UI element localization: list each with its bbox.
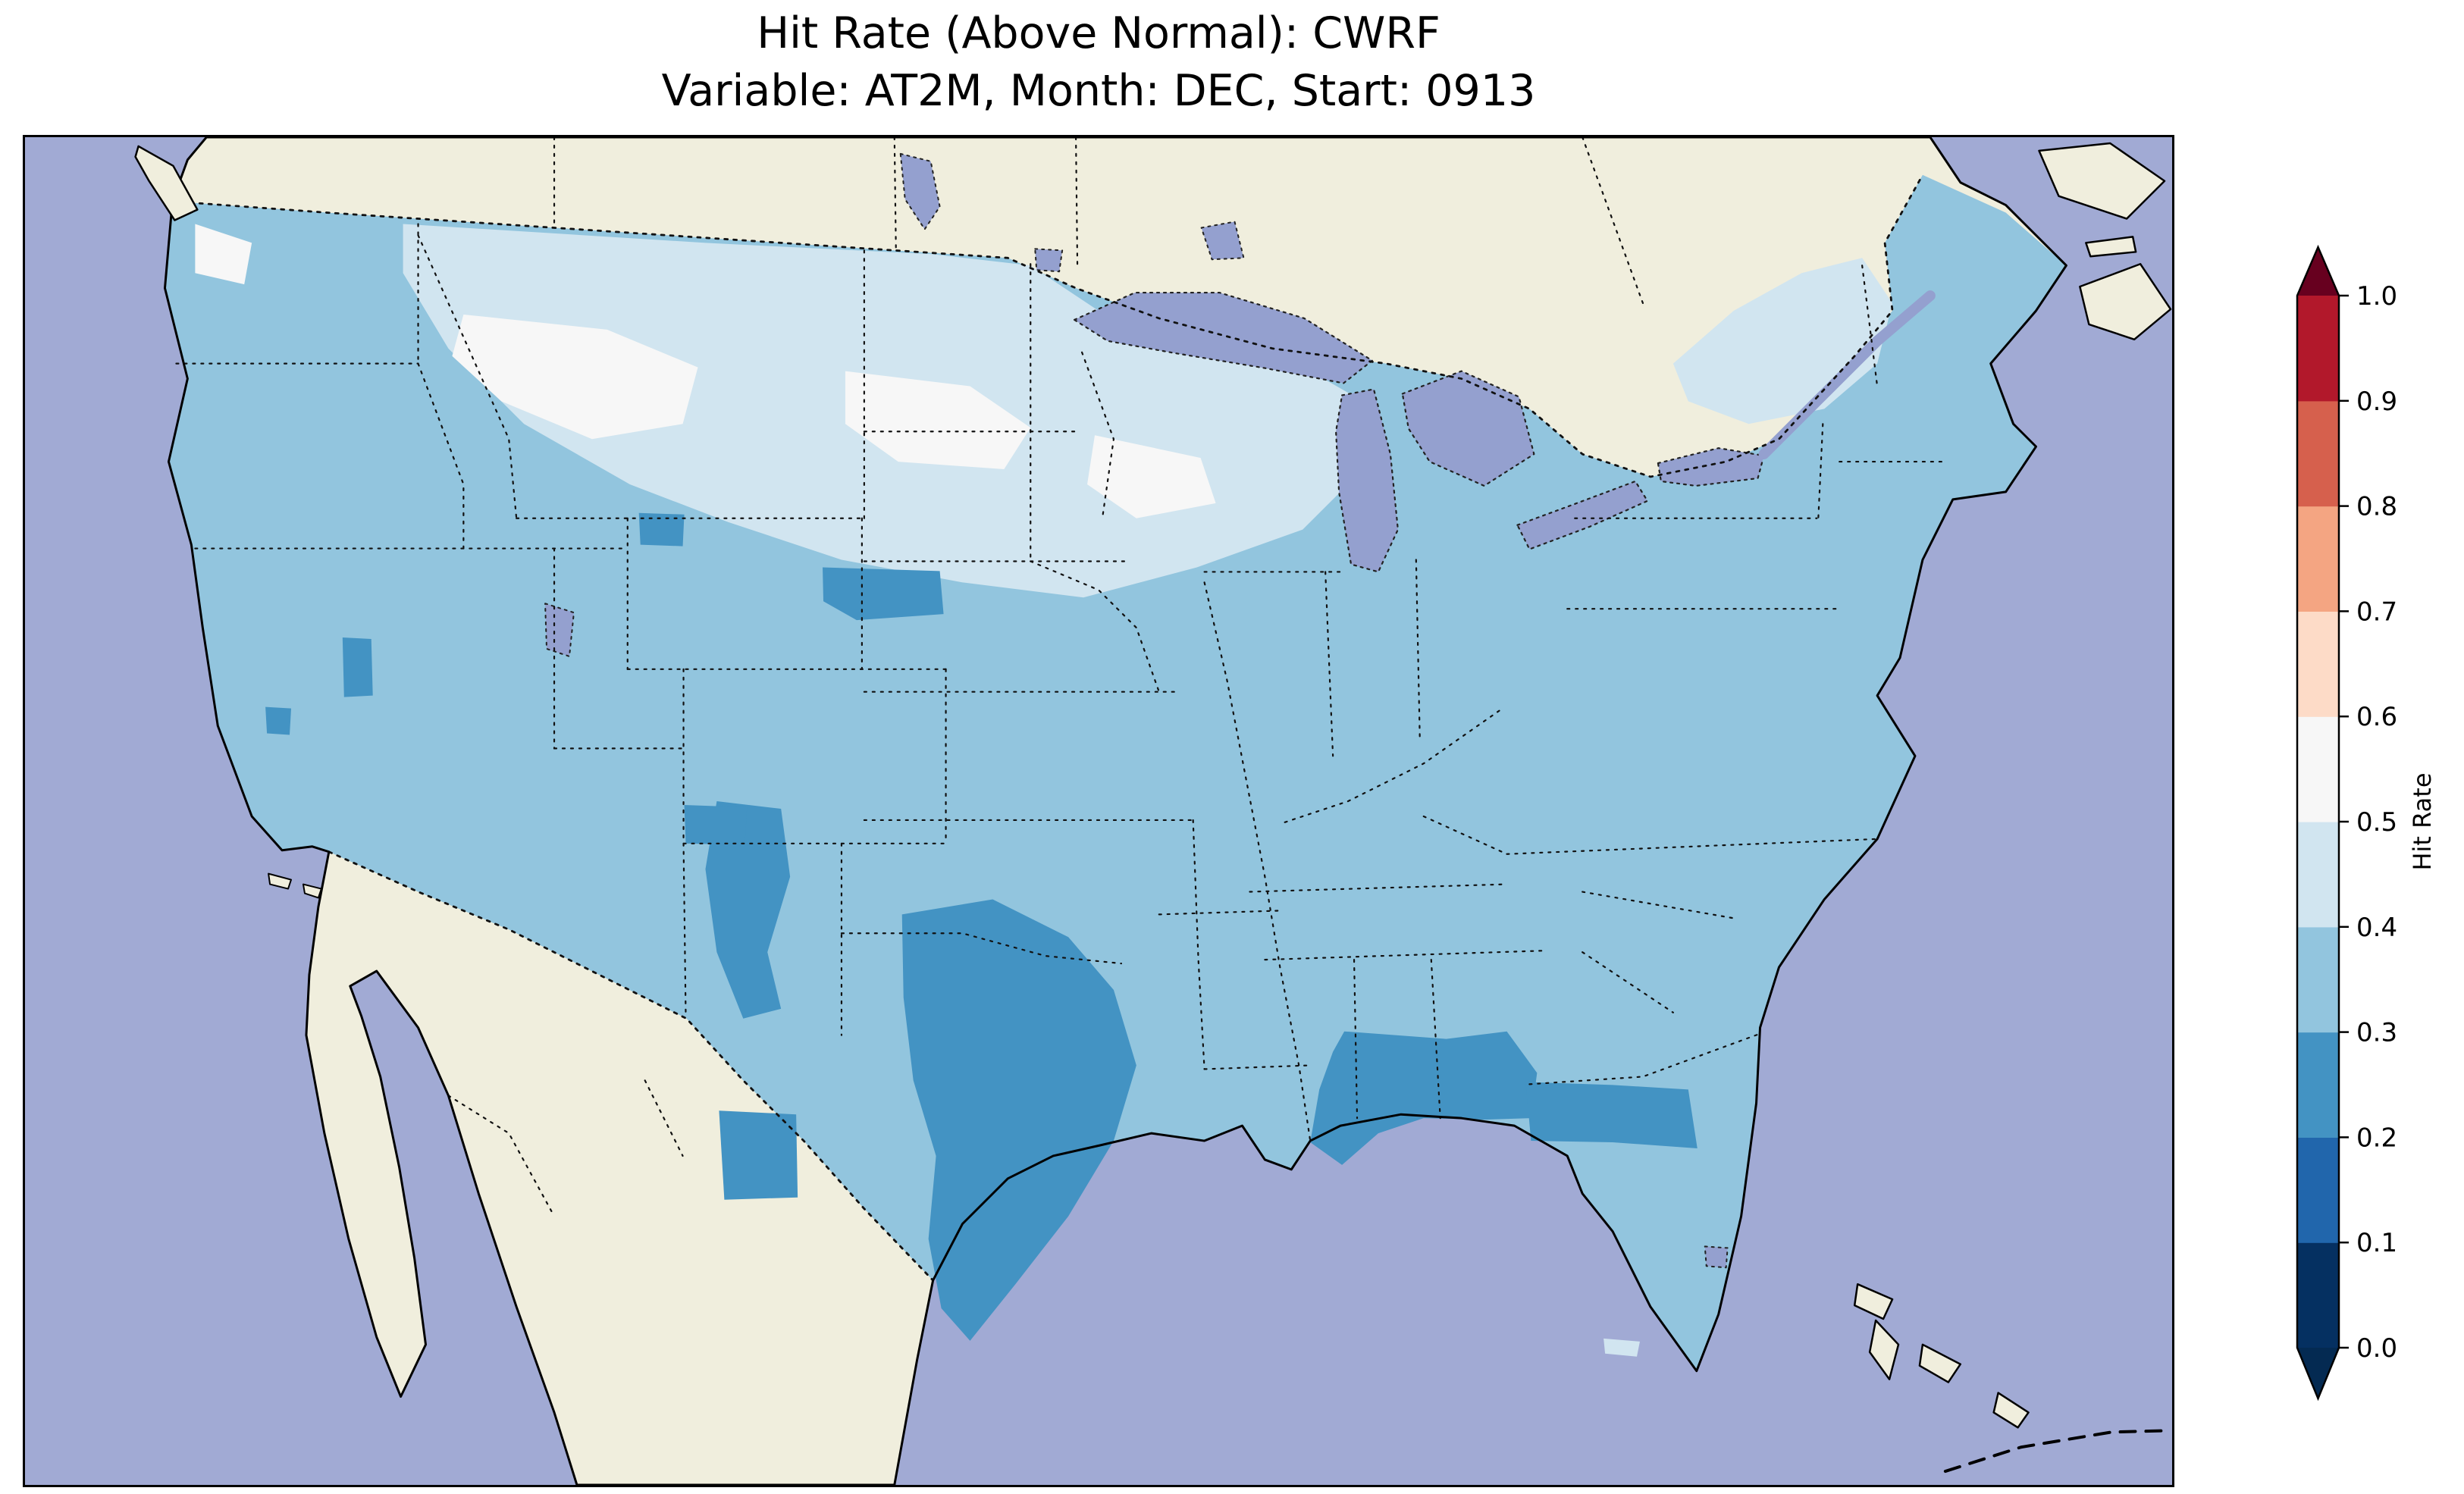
island-andros	[1868, 1319, 1900, 1380]
state-border	[1582, 951, 1674, 1013]
great-salt-lake	[544, 603, 575, 657]
region-wyoming-blackhills-low	[823, 567, 944, 621]
chart-title: Hit Rate (Above Normal): CWRF Variable: …	[23, 5, 2174, 120]
chart-title-line2: Variable: AT2M, Month: DEC, Start: 0913	[661, 66, 1536, 116]
colorbar-tick-label: 0.7	[2356, 597, 2397, 627]
region-west-texas-low	[705, 801, 791, 1019]
province-border	[893, 137, 897, 250]
region-florida-pale-cells	[1603, 1338, 1640, 1357]
region-dakota-minnesota-white	[845, 371, 1031, 470]
colorbar-tick-label: 0.0	[2356, 1333, 2397, 1364]
colorbar-tick-label: 0.3	[2356, 1018, 2397, 1048]
colorbar-tick-label: 0.4	[2356, 913, 2397, 943]
region-wyoming-small-low	[638, 512, 685, 547]
lake-erie	[1516, 480, 1649, 550]
colorbar-tick-label: 0.8	[2356, 492, 2397, 522]
region-rio-grande-low	[719, 1110, 798, 1200]
island-bahamas	[1992, 1392, 2030, 1429]
colorbar-segment	[2297, 506, 2339, 612]
colorbar-tick-label: 0.6	[2356, 702, 2397, 732]
colorbar-segment	[2297, 822, 2339, 928]
colorbar-tick-label: 0.9	[2356, 387, 2397, 417]
colorbar-segment	[2297, 611, 2339, 717]
state-border	[1324, 571, 1334, 757]
colorbar-tick-label: 0.2	[2356, 1123, 2397, 1153]
colorbar-segment	[2297, 926, 2339, 1033]
island-newfoundland	[2038, 142, 2166, 220]
cuba-coastline	[1943, 1429, 2172, 1474]
state-border	[1582, 891, 1735, 919]
map-canvas	[23, 135, 2174, 1487]
state-border	[840, 932, 1123, 965]
state-border	[1203, 1064, 1312, 1070]
region-nevada-low	[265, 706, 292, 735]
colorbar-tick-label: 1.0	[2356, 281, 2397, 312]
colorbar-segment	[2297, 400, 2339, 507]
colorbar: 0.0 0.1 0.2 0.3 0.4 0.5 0.6 0.7 0.8 0.9 1.0 Hit Rat…	[2296, 244, 2437, 1402]
state-border	[1422, 815, 1508, 855]
colorbar-segment	[2297, 1242, 2339, 1348]
lake-nipigon	[1200, 221, 1245, 261]
lake-of-the-woods	[1034, 248, 1064, 273]
region-gulf-georgia-low	[1525, 1082, 1698, 1148]
region-wisconsin-white	[1087, 435, 1216, 518]
region-puget-white	[195, 224, 252, 285]
colorbar-segment	[2297, 296, 2339, 402]
colorbar-label: Hit Rate	[2408, 772, 2437, 870]
island-bahamas	[1918, 1343, 1962, 1383]
state-border	[1430, 959, 1441, 1120]
colorbar-extend-min	[2297, 1348, 2339, 1398]
colorbar-tick-label: 0.1	[2356, 1228, 2397, 1258]
colorbar-tick-label: 0.5	[2356, 807, 2397, 838]
region-louisiana-mississippi-low	[1310, 1031, 1538, 1165]
region-colorado-low	[684, 805, 748, 845]
island-pei	[2085, 236, 2137, 258]
state-border	[1030, 560, 1160, 693]
lake-winnipeg	[899, 152, 941, 230]
island-nova-scotia	[2079, 263, 2172, 341]
state-border	[1249, 883, 1508, 893]
state-border	[1861, 265, 1879, 387]
state-border	[1264, 950, 1546, 961]
colorbar-segment	[2297, 716, 2339, 822]
state-border	[1080, 351, 1115, 519]
lake-michigan	[1335, 388, 1399, 573]
region-utah-low	[342, 637, 373, 697]
island-vancouver	[134, 145, 199, 221]
state-border	[1353, 959, 1359, 1120]
lake-okeechobee	[1704, 1245, 1729, 1269]
state-border	[1279, 709, 1500, 825]
mexico-state-border	[447, 1095, 556, 1217]
lake-huron	[1401, 370, 1535, 487]
chart-title-line1: Hit Rate (Above Normal): CWRF	[757, 8, 1440, 58]
island-bahamas	[1853, 1283, 1894, 1320]
state-border	[417, 362, 465, 550]
mexico-state-border	[644, 1079, 684, 1157]
conus-hit-rate-map	[25, 137, 2172, 1485]
region-central-texas-low	[901, 899, 1136, 1341]
colorbar-segment	[2297, 1032, 2339, 1138]
state-border	[1415, 559, 1421, 742]
state-border	[1158, 910, 1281, 916]
region-montana-white	[452, 314, 698, 440]
island-channel	[302, 883, 322, 899]
colorbar-extend-max	[2297, 247, 2339, 296]
colorbar-segment	[2297, 1137, 2339, 1243]
state-border	[417, 234, 518, 519]
state-border	[1506, 838, 1879, 855]
border-us-mexico	[328, 850, 935, 1282]
border-us-canada	[171, 174, 1924, 478]
state-border	[1203, 581, 1312, 1142]
island-channel	[268, 872, 293, 890]
